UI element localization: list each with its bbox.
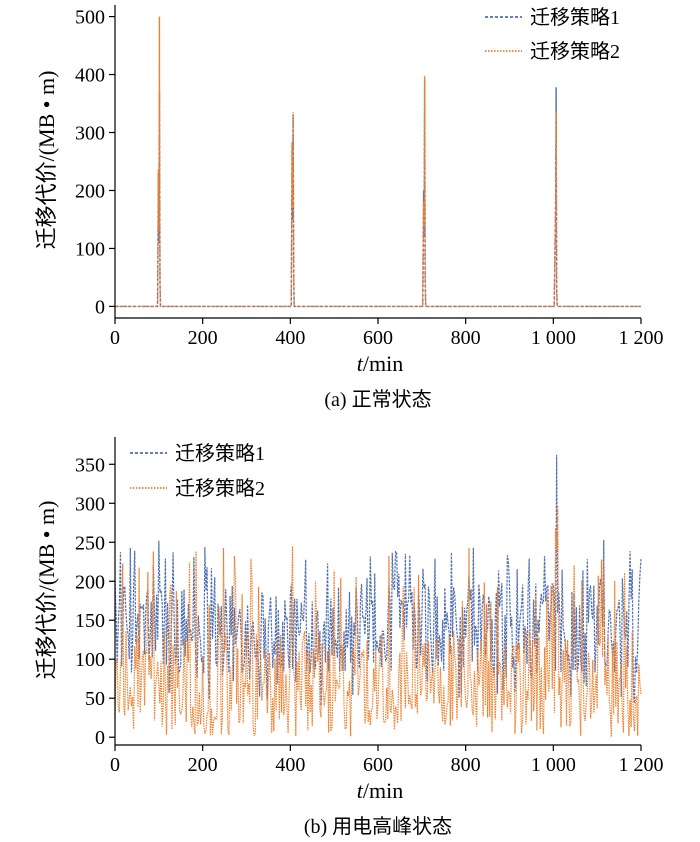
chart-b-y-tick-label: 300	[75, 493, 105, 515]
chart-b-legend: 迁移策略1 迁移策略2	[130, 442, 265, 500]
chart-a-x-tick-label: 0	[110, 327, 120, 349]
chart-a-x-tick-label: 800	[451, 327, 481, 349]
chart-a-caption: (a) 正常状态	[324, 388, 431, 411]
chart-a-x-tick-label: 200	[188, 327, 218, 349]
chart-a-y-tick-label: 400	[75, 65, 105, 87]
chart-a-y-tick-label: 200	[75, 180, 105, 202]
chart-b-legend-label-strategy1: 迁移策略1	[175, 442, 265, 465]
chart-a-series-line-1	[115, 80, 641, 308]
chart-b-x-tick-label: 600	[363, 754, 393, 776]
chart-b-x-axis-label-variable: t	[357, 778, 364, 803]
chart-a-y-tick-label: 300	[75, 123, 105, 145]
chart-b-x-tick-label: 1 200	[619, 754, 664, 776]
chart-b-peak-state: 0 200 400 600 800 1 000 1 200 0 50 100 150 200 250 30…	[34, 437, 664, 838]
chart-b-x-tick-label: 0	[110, 754, 120, 776]
chart-a-y-tick-label: 0	[95, 296, 105, 318]
chart-a-x-tick-label: 1 200	[619, 327, 664, 349]
chart-a-x-axis-label-variable: t	[357, 351, 364, 376]
chart-b-x-tick-label: 200	[188, 754, 218, 776]
chart-a-normal-state: 0 200 400 600 800 1 000 1 2000100200300400500 …	[34, 5, 664, 411]
chart-b-x-axis-label: t/min	[357, 778, 403, 803]
chart-b-x-tick-label: 400	[275, 754, 305, 776]
chart-b-y-axis-label: 迁移代价/(MB • m)	[34, 501, 59, 680]
chart-a-ticks: 0 200 400 600 800 1 000 1 200 0 100 200 300 400 500	[75, 7, 664, 349]
chart-b-ticks: 0 200 400 600 800 1 000 1 200 0 50 100 150 200 250 30…	[75, 454, 664, 776]
chart-b-caption: (b) 用电高峰状态	[304, 815, 452, 838]
chart-a-legend-label-strategy1: 迁移策略1	[530, 6, 620, 29]
chart-a-x-axis-label-unit: /min	[363, 351, 403, 376]
chart-b-y-tick-label: 150	[75, 610, 105, 632]
chart-b-legend-label-strategy2: 迁移策略2	[175, 477, 265, 500]
chart-b-x-tick-label: 1 000	[531, 754, 576, 776]
chart-a-plot-area	[115, 16, 641, 308]
chart-a-y-tick-label: 100	[75, 238, 105, 260]
chart-a-legend-label-strategy2: 迁移策略2	[530, 40, 620, 63]
chart-a-x-tick-label: 600	[363, 327, 393, 349]
chart-a-series-line-2	[115, 16, 641, 308]
chart-a-legend: 迁移策略1 迁移策略2	[485, 6, 620, 63]
chart-a-y-axis-label: 迁移代价/(MB • m)	[34, 71, 59, 250]
chart-b-series-line-1	[114, 454, 642, 706]
chart-b-y-tick-label: 350	[75, 454, 105, 476]
chart-a-x-axis-label: t/min	[357, 351, 403, 376]
chart-b-y-tick-label: 250	[75, 532, 105, 554]
chart-b-x-tick-label: 800	[451, 754, 481, 776]
chart-b-series-line-2	[114, 505, 642, 737]
chart-b-x-axis-label-unit: /min	[363, 778, 403, 803]
chart-a-y-tick-label: 500	[75, 7, 105, 29]
chart-b-y-tick-label: 50	[85, 688, 105, 710]
chart-a-x-tick-label: 1 000	[531, 327, 576, 349]
chart-b-y-tick-label: 100	[75, 649, 105, 671]
chart-b-plot-area	[114, 454, 642, 737]
chart-a-x-tick-label: 400	[275, 327, 305, 349]
chart-b-y-tick-label: 200	[75, 571, 105, 593]
chart-b-y-tick-label: 0	[95, 727, 105, 749]
